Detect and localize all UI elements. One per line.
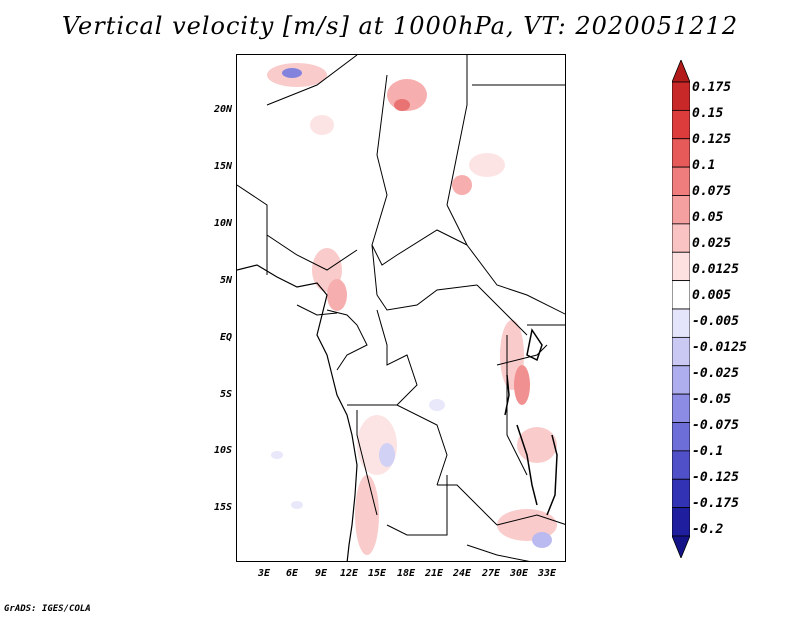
colorbar-label: 0.15 bbox=[692, 106, 724, 121]
lon-label: 9E bbox=[314, 568, 328, 579]
colorbar-label: -0.125 bbox=[692, 470, 739, 485]
grads-credit: GrADS: IGES/COLA bbox=[4, 604, 91, 614]
colorbar-swatch bbox=[672, 450, 690, 480]
lat-label: 15S bbox=[213, 502, 232, 513]
colorbar-label: 0.005 bbox=[692, 288, 732, 303]
coastline bbox=[237, 264, 358, 561]
country-borders bbox=[237, 55, 565, 561]
colorbar-label: 0.025 bbox=[692, 236, 732, 251]
lat-label: 10N bbox=[213, 218, 232, 229]
colorbar-swatch bbox=[672, 60, 690, 83]
lon-label: 21E bbox=[424, 568, 444, 579]
colorbar-swatch bbox=[672, 507, 690, 537]
colorbar-swatch bbox=[672, 280, 690, 310]
colorbar-label: 0.175 bbox=[692, 80, 732, 95]
colorbar-swatch bbox=[672, 365, 690, 395]
colorbar-swatch bbox=[672, 223, 690, 253]
colorbar-label: 0.05 bbox=[692, 210, 724, 225]
colorbar-label: 0.125 bbox=[692, 132, 732, 147]
map-plot-area bbox=[236, 54, 566, 562]
lat-label: 10S bbox=[213, 445, 232, 456]
colorbar bbox=[672, 60, 690, 558]
colorbar-swatch bbox=[672, 393, 690, 423]
colorbar-swatch bbox=[672, 478, 690, 509]
colorbar-label: 0.075 bbox=[692, 184, 732, 199]
lat-label: 5S bbox=[219, 389, 232, 400]
lon-label: 27E bbox=[481, 568, 501, 579]
colorbar-swatch bbox=[672, 81, 690, 111]
lon-label: 30E bbox=[509, 568, 529, 579]
lon-label: 33E bbox=[537, 568, 557, 579]
colorbar-swatch bbox=[672, 535, 690, 558]
lat-label: 20N bbox=[213, 104, 232, 115]
colorbar-swatch bbox=[672, 422, 690, 452]
lon-label: 3E bbox=[257, 568, 271, 579]
colorbar-label: -0.005 bbox=[692, 314, 739, 329]
lon-label: 12E bbox=[339, 568, 359, 579]
lon-label: 6E bbox=[285, 568, 299, 579]
colorbar-swatch bbox=[672, 308, 690, 338]
colorbar-label: -0.025 bbox=[692, 366, 739, 381]
colorbar-swatch bbox=[672, 166, 690, 196]
lat-label: 15N bbox=[213, 161, 232, 172]
colorbar-label: -0.175 bbox=[692, 496, 739, 511]
velocity-field bbox=[267, 63, 557, 555]
colorbar-label: -0.1 bbox=[692, 444, 724, 459]
colorbar-swatch bbox=[672, 195, 690, 225]
colorbar-swatch bbox=[672, 138, 690, 168]
colorbar-swatch bbox=[672, 251, 690, 282]
colorbar-label: -0.2 bbox=[692, 522, 724, 537]
lat-label: 5N bbox=[219, 275, 232, 286]
colorbar-label: -0.05 bbox=[692, 392, 732, 407]
colorbar-swatch bbox=[672, 109, 690, 140]
colorbar-label: 0.0125 bbox=[692, 262, 739, 277]
lakes bbox=[504, 328, 558, 516]
lon-label: 24E bbox=[452, 568, 472, 579]
colorbar-swatch bbox=[672, 336, 690, 367]
colorbar-label: 0.1 bbox=[692, 158, 716, 173]
colorbar-label: -0.0125 bbox=[692, 340, 747, 355]
lat-label: EQ bbox=[219, 332, 232, 343]
lon-label: 18E bbox=[396, 568, 416, 579]
chart-title: Vertical velocity [m/s] at 1000hPa, VT: … bbox=[61, 12, 739, 40]
lon-label: 15E bbox=[367, 568, 387, 579]
colorbar-label: -0.075 bbox=[692, 418, 739, 433]
map-canvas bbox=[237, 55, 565, 561]
